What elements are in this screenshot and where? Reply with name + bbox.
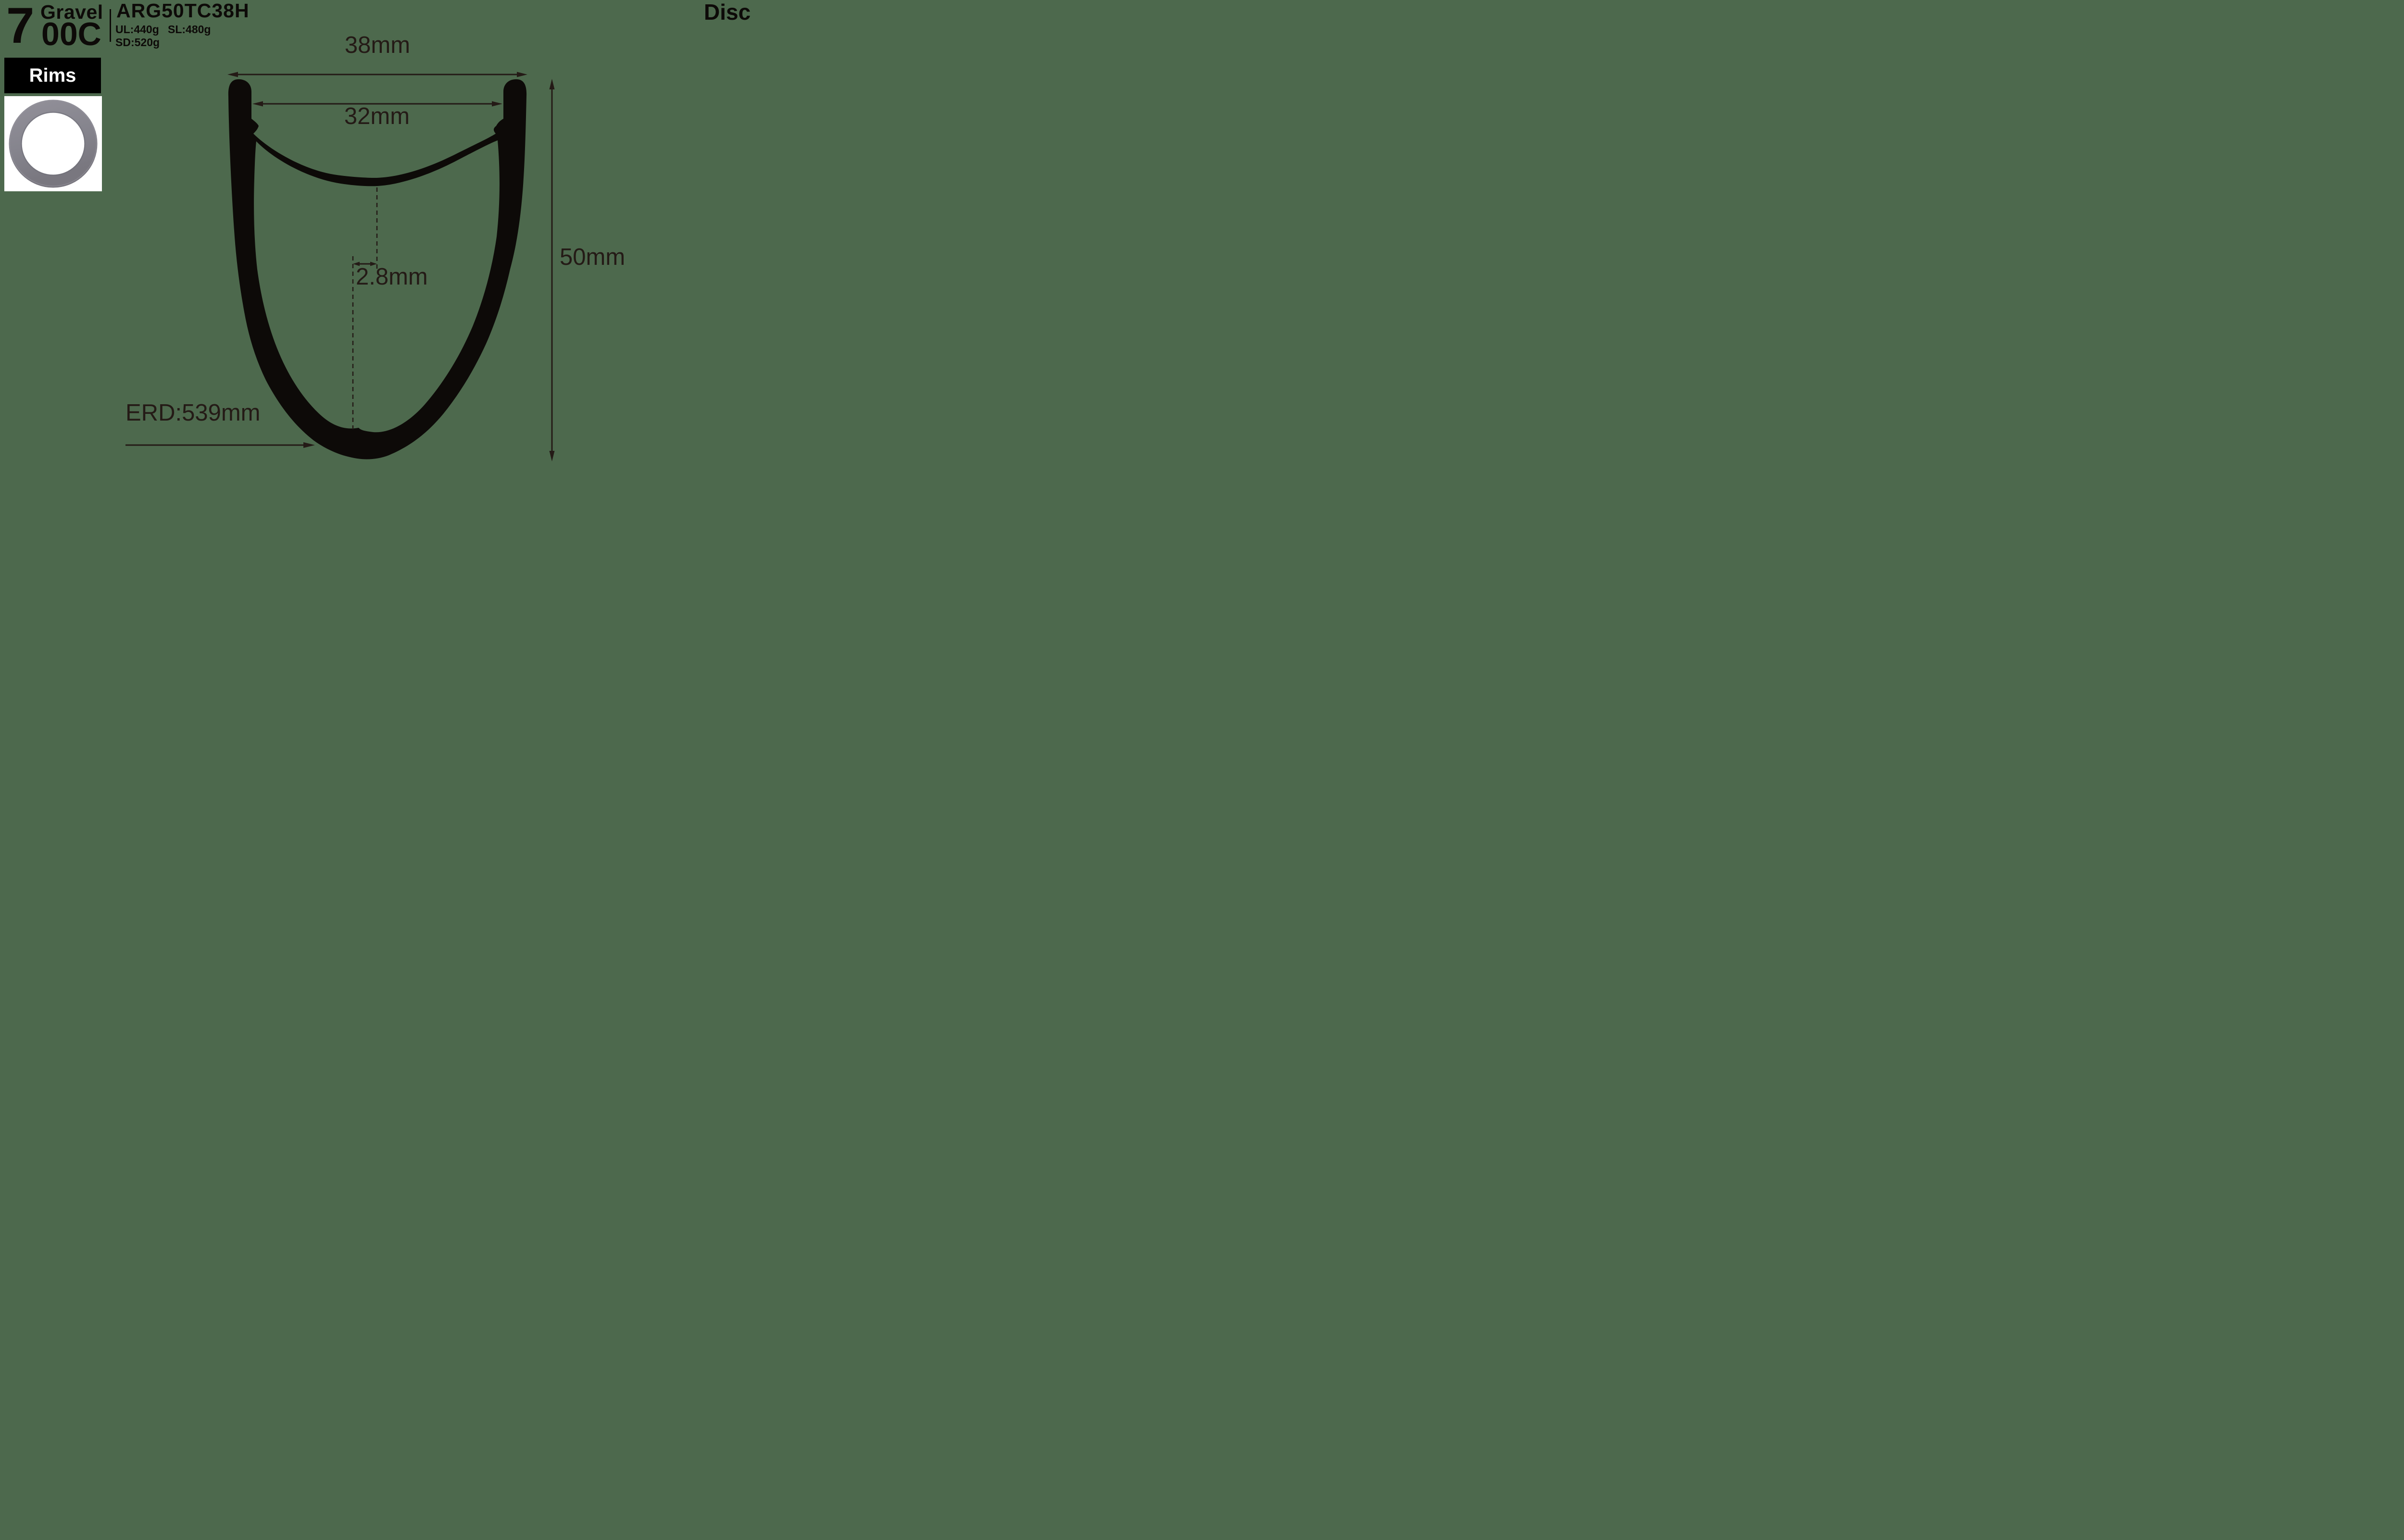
model-name: ARG50TC38H — [116, 0, 250, 22]
rims-section-header: Rims — [4, 58, 101, 93]
page: 7 Gravel 00C ARG50TC38H UL:440g SL:480g … — [0, 0, 754, 472]
weight-sl: SL:480g — [168, 23, 211, 36]
wheel-size-label-top: Gravel — [40, 1, 103, 23]
brake-type-label: Disc — [704, 0, 751, 25]
outer-width-value: 38mm — [344, 32, 411, 58]
depth-arrow — [549, 79, 555, 461]
rim-ring — [9, 99, 98, 188]
outer-width-arrow — [227, 72, 527, 77]
weight-sd: SD:520g — [115, 36, 160, 49]
erd-value: ERD:539mm — [125, 400, 261, 426]
wheel-size-digit: 7 — [6, 0, 35, 54]
wheel-size-label-bottom: 00C — [41, 16, 101, 52]
spoke-offset-value: 2.8mm — [356, 264, 428, 290]
inner-width-value: 32mm — [344, 103, 410, 129]
rim-photo-panel — [4, 96, 102, 191]
rim-ring-inner-shade — [21, 112, 86, 176]
rim-photo — [9, 99, 98, 188]
rim-cross-section-diagram — [125, 72, 555, 461]
rims-label: Rims — [29, 65, 76, 86]
erd-arrow — [125, 442, 315, 448]
rim-ring-outer-highlight — [9, 100, 97, 186]
header-divider — [110, 9, 111, 42]
inner-width-arrow — [252, 101, 502, 107]
offset-arrow — [353, 261, 377, 266]
rim-depth-value: 50mm — [560, 244, 626, 270]
weight-ul: UL:440g — [115, 23, 159, 36]
